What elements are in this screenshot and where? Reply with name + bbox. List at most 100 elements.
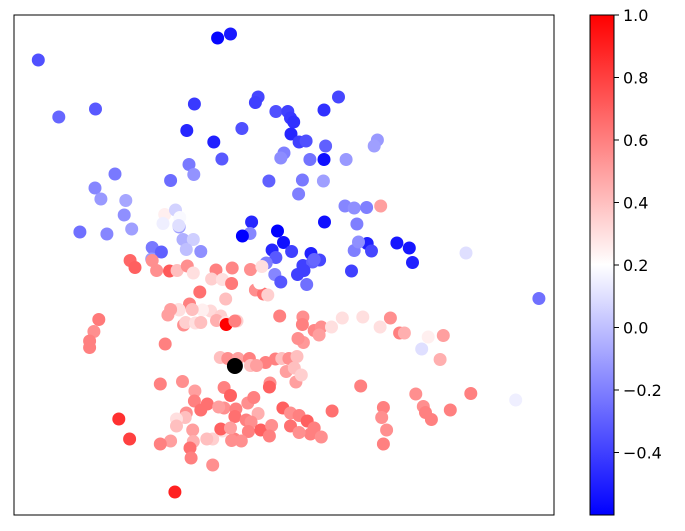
scatter-point	[292, 426, 306, 439]
scatter-point	[154, 245, 168, 259]
scatter-point	[269, 251, 283, 264]
scatter-point	[421, 330, 435, 344]
scatter-point	[360, 201, 374, 214]
scatter-point	[299, 134, 313, 148]
scatter-point	[234, 434, 248, 448]
scatter-point	[187, 168, 201, 181]
scatter-point	[125, 222, 139, 236]
scatter-point	[52, 110, 66, 124]
scatter-point	[224, 27, 237, 41]
scatter-point	[436, 329, 450, 342]
scatter-point	[176, 375, 189, 388]
scatter-point	[459, 246, 473, 260]
scatter-point	[262, 429, 276, 443]
scatter-point	[295, 173, 309, 187]
scatter-point	[402, 241, 416, 255]
scatter-point	[117, 208, 131, 222]
scatter-point	[219, 292, 233, 306]
colorbar-tick-label: −0.2	[623, 381, 662, 400]
scatter-point	[383, 311, 397, 325]
scatter-point	[161, 308, 175, 322]
scatter-point	[194, 245, 208, 258]
scatter-point	[145, 254, 159, 267]
scatter-point	[347, 201, 361, 215]
scatter-point	[316, 174, 330, 188]
scatter-point	[186, 266, 200, 280]
scatter-point	[332, 90, 345, 104]
scatter-point	[274, 151, 288, 165]
scatter-point	[214, 422, 228, 436]
scatter-point	[265, 419, 279, 432]
scatter-point	[224, 421, 237, 435]
scatter-point	[291, 332, 305, 345]
scatter-point	[228, 410, 242, 423]
scatter-point	[390, 236, 404, 250]
scatter-point	[365, 244, 378, 258]
scatter-point	[83, 341, 97, 354]
scatter-point	[285, 245, 299, 258]
colorbar	[589, 14, 615, 516]
scatter-point	[509, 393, 523, 407]
scatter-point	[187, 97, 201, 111]
scatter-point	[235, 122, 249, 135]
highlighted-point	[226, 358, 243, 374]
scatter-point	[186, 233, 200, 246]
scatter-point	[312, 328, 326, 342]
scatter-point	[182, 158, 196, 171]
scatter-point	[185, 303, 199, 316]
colorbar-tick-label: 0.2	[623, 256, 648, 275]
scatter-point	[164, 174, 178, 187]
scatter-point	[158, 337, 172, 351]
scatter-point	[253, 276, 267, 290]
scatter-point	[303, 153, 317, 166]
scatter-point	[200, 397, 214, 411]
colorbar-ticks: −0.4 −0.2 0.0 0.2 0.4 0.6 0.8 1.0	[614, 6, 662, 463]
scatter-point	[225, 277, 239, 290]
scatter-point	[373, 320, 387, 334]
scatter-point	[284, 127, 298, 141]
scatter-point	[212, 400, 226, 414]
scatter-point	[261, 288, 275, 302]
scatter-point	[345, 264, 358, 278]
scatter-point	[31, 53, 45, 67]
scatter-point	[277, 236, 290, 249]
colorbar-tick-label: −0.4	[623, 444, 662, 463]
scatter-point	[183, 441, 197, 455]
scatter-point	[194, 316, 208, 329]
scatter-point	[356, 310, 370, 324]
scatter-point	[415, 342, 429, 356]
scatter-point	[128, 261, 142, 274]
scatter-point	[314, 430, 328, 444]
scatter-point	[443, 403, 457, 417]
scatter-point	[206, 458, 220, 472]
scatter-point	[376, 401, 390, 414]
scatter-point	[271, 224, 284, 238]
scatter-point	[287, 115, 301, 129]
scatter-point	[119, 194, 133, 207]
scatter-point	[397, 326, 411, 340]
colorbar-tick-label: 0.4	[623, 194, 648, 213]
scatter-point	[150, 264, 164, 277]
scatter-point	[367, 139, 381, 153]
scatter-point	[100, 227, 114, 241]
scatter-point	[433, 353, 447, 366]
scatter-point	[180, 124, 194, 137]
scatter-point	[325, 320, 338, 334]
scatter-point	[186, 423, 200, 437]
scatter-point	[262, 380, 276, 394]
scatter-point	[211, 31, 225, 45]
scatter-point	[153, 437, 167, 451]
scatter-point	[92, 313, 106, 326]
scatter-point	[464, 387, 478, 400]
scatter-point	[228, 314, 242, 328]
scatter-point	[248, 96, 262, 109]
scatter-point	[193, 285, 207, 299]
scatter-point	[205, 272, 219, 286]
scatter-point	[294, 368, 308, 382]
scatter-point	[318, 215, 331, 229]
scatter-point	[168, 485, 182, 499]
scatter-point	[179, 316, 193, 329]
scatter-point	[295, 318, 309, 331]
scatter-point	[123, 432, 137, 446]
scatter-point	[352, 235, 365, 249]
